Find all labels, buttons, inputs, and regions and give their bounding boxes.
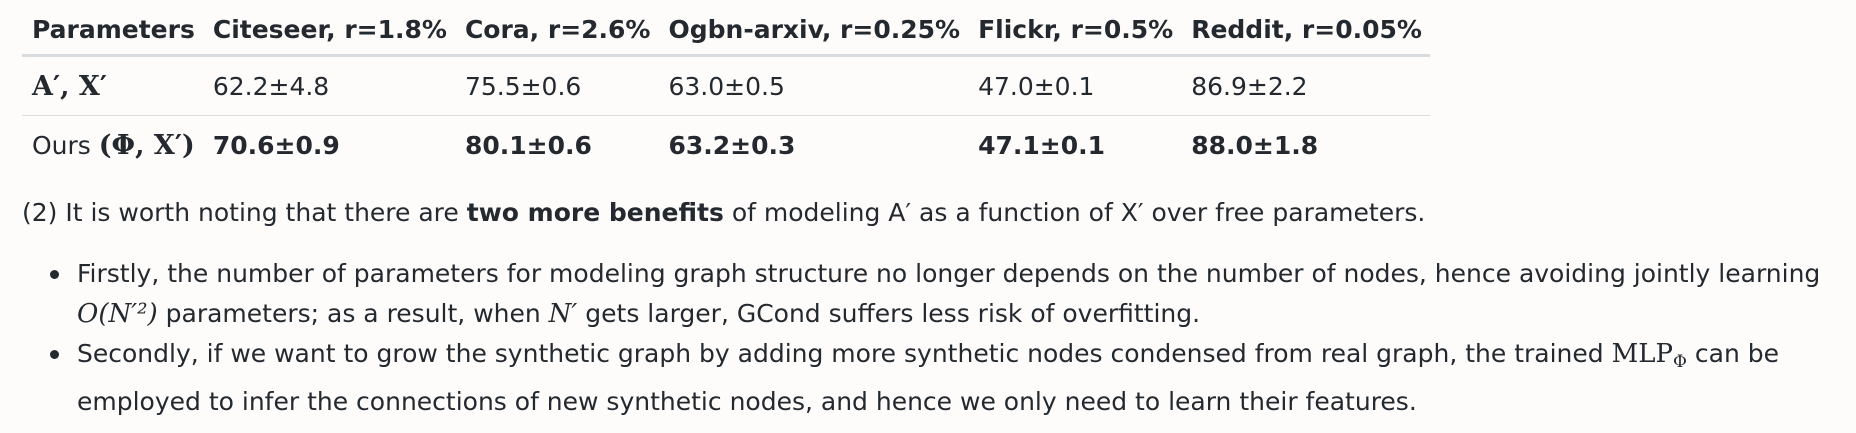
list-item: Firstly, the number of parameters for mo… bbox=[50, 254, 1850, 334]
bullet-icon bbox=[50, 350, 59, 359]
list-item: Secondly, if we want to grow the synthet… bbox=[50, 334, 1850, 422]
table-cell: 47.1±0.1 bbox=[978, 130, 1105, 160]
table-cell: 70.6±0.9 bbox=[212, 130, 340, 160]
table-header-row: Parameters Citeseer, r=1.8% Cora, r=2.6%… bbox=[22, 4, 1430, 57]
row-label: Ours (Φ, X′) bbox=[22, 116, 203, 175]
row-label: A′, X′ bbox=[22, 55, 203, 116]
table-cell: 86.9±2.2 bbox=[1181, 55, 1430, 116]
bullet-text: can be bbox=[1694, 339, 1779, 368]
header-reddit: Reddit, r=0.05% bbox=[1181, 4, 1430, 57]
bullet-text: employed to infer the connections of new… bbox=[77, 387, 1417, 416]
table-cell: 63.0±0.5 bbox=[658, 55, 969, 116]
header-ogbn-arxiv: Ogbn-arxiv, r=0.25% bbox=[658, 4, 969, 57]
math-mlp: MLPΦ bbox=[1611, 339, 1687, 372]
row-label-text: Ours bbox=[32, 130, 91, 160]
table-cell: 63.2±0.3 bbox=[668, 130, 796, 160]
math-n: N′ bbox=[548, 299, 578, 329]
math-mlp-base: MLP bbox=[1611, 339, 1673, 369]
table-cell: 62.2±4.8 bbox=[202, 55, 455, 116]
bullet-text: gets larger, GCond suffers less risk of … bbox=[585, 299, 1201, 328]
bullet-text: Firstly, the number of parameters for mo… bbox=[77, 259, 1821, 288]
math-complexity: O(N′²) bbox=[77, 299, 158, 329]
header-flickr: Flickr, r=0.5% bbox=[968, 4, 1182, 57]
bullet-text: parameters; as a result, when bbox=[165, 299, 541, 328]
note-bold: two more benefits bbox=[466, 198, 724, 227]
header-parameters: Parameters bbox=[22, 4, 203, 57]
results-table: Parameters Citeseer, r=1.8% Cora, r=2.6%… bbox=[22, 4, 1430, 174]
benefits-list: Firstly, the number of parameters for mo… bbox=[50, 254, 1850, 422]
note-suffix: of modeling A′ as a function of X′ over … bbox=[731, 198, 1426, 227]
table-cell: 88.0±1.8 bbox=[1191, 130, 1319, 160]
benefits-paragraph: (2) It is worth noting that there are tw… bbox=[22, 198, 1425, 227]
header-citeseer: Citeseer, r=1.8% bbox=[202, 4, 455, 57]
table-cell: 75.5±0.6 bbox=[454, 55, 659, 116]
table-cell: 47.0±0.1 bbox=[968, 55, 1182, 116]
table-row: Ours (Φ, X′) 70.6±0.9 80.1±0.6 63.2±0.3 … bbox=[22, 116, 1430, 175]
bullet-icon bbox=[50, 270, 59, 279]
header-cora: Cora, r=2.6% bbox=[454, 4, 659, 57]
bullet-text: Secondly, if we want to grow the synthet… bbox=[77, 339, 1604, 368]
math-mlp-subscript: Φ bbox=[1673, 352, 1687, 372]
note-prefix: (2) It is worth noting that there are bbox=[22, 198, 459, 227]
table-row: A′, X′ 62.2±4.8 75.5±0.6 63.0±0.5 47.0±0… bbox=[22, 55, 1430, 116]
row-label-math: A′, X′ bbox=[32, 70, 107, 102]
row-label-math: (Φ, X′) bbox=[98, 129, 195, 161]
table-cell: 80.1±0.6 bbox=[464, 130, 592, 160]
